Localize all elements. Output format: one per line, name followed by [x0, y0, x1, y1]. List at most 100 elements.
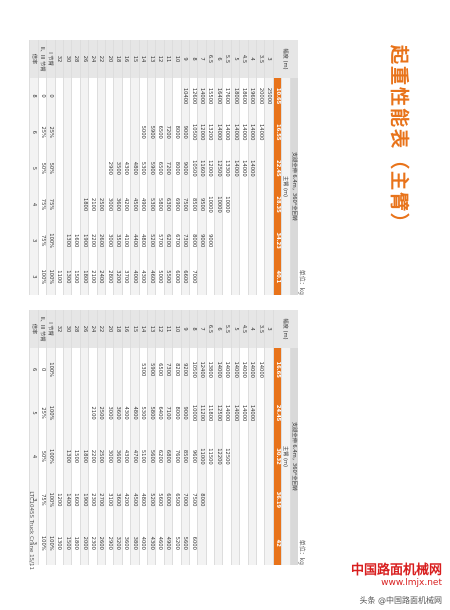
- radius: 4.5: [239, 40, 249, 78]
- footer-value: 25%: [38, 114, 47, 151]
- load-value: [63, 348, 72, 392]
- load-value: 14000: [222, 348, 232, 392]
- load-value: 7500: [181, 186, 190, 223]
- data-row: 26 1800 1900 2000: [80, 310, 89, 565]
- load-value: 3800: [130, 521, 140, 565]
- load-value: [239, 186, 249, 223]
- load-value: 14000: [231, 348, 240, 392]
- footer-row: II、III 节臂 0 25% 50% 75% 100%: [38, 310, 47, 565]
- data-row: 5 18000 14000 14000: [231, 40, 240, 295]
- condition: 支腿全伸 6.4m，360°全回转: [290, 78, 298, 295]
- load-value: 10400: [181, 78, 190, 115]
- load-value: 14000: [231, 114, 240, 151]
- load-value: 4500: [130, 186, 140, 223]
- boom-length: 24.45: [273, 391, 282, 435]
- data-row: 16 4300 4300 4200 3600: [122, 310, 131, 565]
- header-row: 幅度 (m) 支腿全伸 6.4m，360°全回转: [273, 40, 298, 295]
- load-value: [164, 78, 173, 115]
- boom-length: 42: [273, 521, 282, 565]
- load-value: [264, 258, 274, 295]
- load-value: [264, 348, 274, 392]
- data-row: 3: [264, 310, 274, 565]
- load-value: [71, 391, 81, 435]
- unit: 单位：kg: [298, 539, 305, 565]
- load-value: [231, 434, 240, 479]
- radius: 32: [55, 40, 64, 78]
- load-value: [256, 150, 265, 187]
- radius: 14: [139, 40, 148, 78]
- radius: 24: [88, 310, 98, 348]
- load-value: 14000: [222, 391, 232, 435]
- load-value: 12200: [214, 434, 223, 479]
- radius-header: 幅度 (m): [273, 310, 298, 348]
- load-value: 25000: [264, 78, 274, 115]
- boom-length: 22.45: [273, 150, 282, 187]
- load-value: 8500: [189, 186, 198, 223]
- radius: 10: [172, 310, 182, 348]
- load-value: [214, 258, 223, 295]
- load-value: 1200: [55, 478, 64, 522]
- load-value: [256, 391, 265, 435]
- data-row: 7 14000 12000 11600 9500 9000: [197, 40, 207, 295]
- data-row: 24 2100 2200 2300 2300: [88, 310, 98, 565]
- load-value: [113, 78, 123, 115]
- load-value: 6500: [172, 478, 182, 522]
- footer-value: 100%: [46, 521, 56, 565]
- load-value: 4500: [130, 478, 140, 522]
- load-value: [248, 186, 257, 223]
- load-value: [231, 222, 240, 259]
- load-value: 1300: [55, 521, 64, 565]
- load-value: [256, 434, 265, 479]
- data-row: 32 1100: [55, 40, 64, 295]
- radius: 12: [155, 310, 165, 348]
- radius: 30: [63, 310, 72, 348]
- footer-row: I 节臂 0 25% 50% 75% 100% 100%: [46, 40, 56, 295]
- data-row: 5.5 14000 14000 12500: [222, 310, 232, 565]
- load-value: 14000: [256, 114, 265, 151]
- data-row: 4.5 14000 14000: [239, 310, 249, 565]
- radius: 13: [147, 40, 156, 78]
- load-value: [264, 222, 274, 259]
- load-value: [239, 478, 249, 522]
- data-row: 18 3600 3600 3600 3200: [113, 310, 123, 565]
- load-value: 3200: [113, 258, 123, 295]
- load-value: 6000: [164, 478, 173, 522]
- load-value: [214, 222, 223, 259]
- load-value: 14000: [248, 114, 257, 151]
- load-value: 4700: [130, 434, 140, 479]
- load-value: 5800: [155, 186, 165, 223]
- radius: 18: [113, 40, 123, 78]
- data-row: 12 6500 6500 5800 5700 5000: [155, 40, 165, 295]
- boom-length: 40.1: [273, 258, 282, 295]
- load-value: [256, 186, 265, 223]
- load-value: [71, 186, 81, 223]
- load-value: 5300: [139, 348, 148, 392]
- load-value: 20000: [256, 78, 265, 115]
- load-value: 3200: [113, 521, 123, 565]
- radius: 15: [130, 310, 140, 348]
- radius: 3.5: [256, 40, 265, 78]
- load-value: 5300: [147, 186, 156, 223]
- data-row: 5.5 17600 14000 13300 10000: [222, 40, 232, 295]
- footer-value: 100%: [46, 478, 56, 522]
- load-value: [113, 348, 123, 392]
- load-value: 10500: [189, 114, 198, 151]
- footer-label: I 节臂: [46, 40, 56, 78]
- load-value: 9000: [181, 391, 190, 435]
- load-value: 4300: [139, 258, 148, 295]
- load-value: 7300: [181, 222, 190, 259]
- radius: 28: [71, 40, 81, 78]
- load-value: [239, 434, 249, 479]
- load-value: 4200: [122, 478, 131, 522]
- load-value: 4800: [130, 150, 140, 187]
- load-value: 11200: [197, 391, 207, 435]
- load-value: 4900: [139, 186, 148, 223]
- load-value: [264, 114, 274, 151]
- data-row: 4 19600 14000 14000: [248, 40, 257, 295]
- load-value: 2300: [88, 521, 98, 565]
- data-row: 30 1300 1400 1500: [63, 310, 72, 565]
- load-value: 13200: [206, 114, 215, 151]
- load-value: [71, 348, 81, 392]
- footer-value: 0: [46, 78, 56, 115]
- load-value: 1600: [71, 478, 81, 522]
